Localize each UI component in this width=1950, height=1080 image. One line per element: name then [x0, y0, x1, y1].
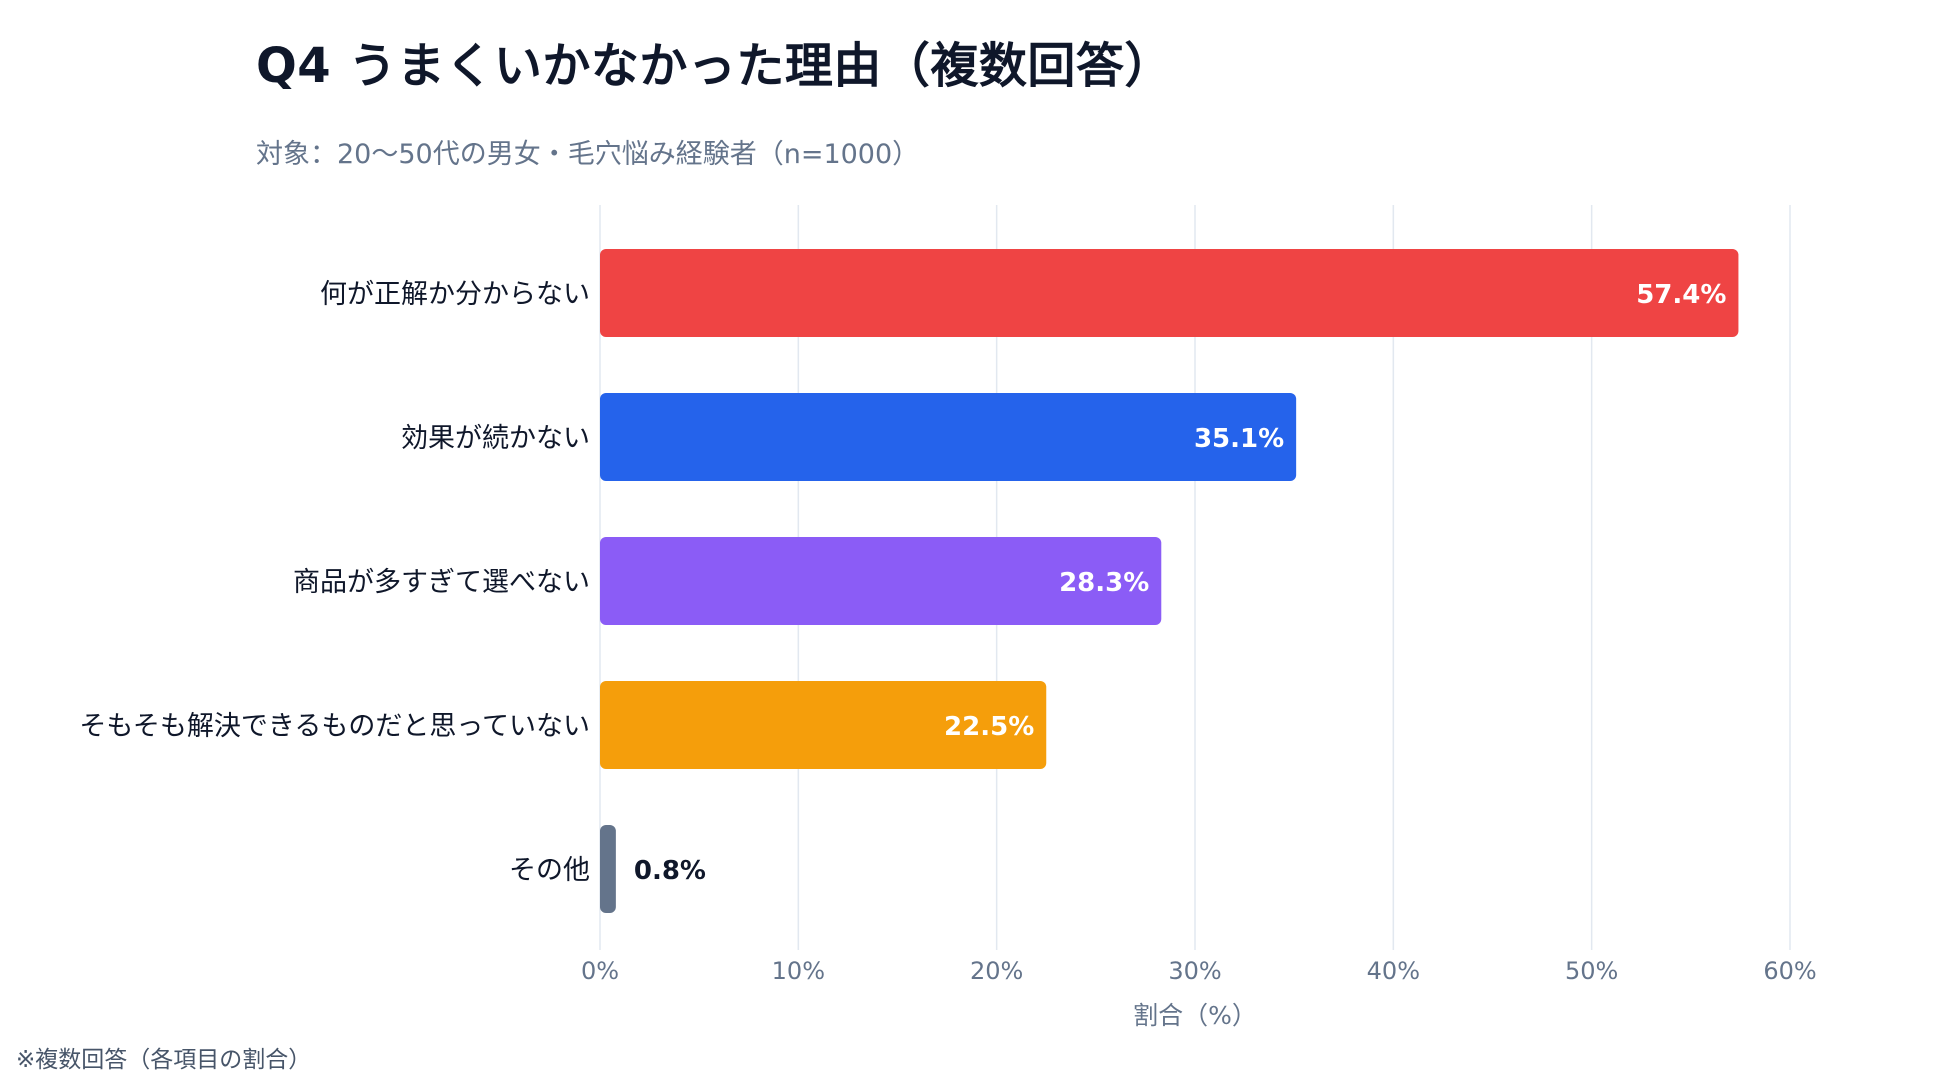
x-tick-label-60: 60% [1763, 957, 1816, 985]
chart-subtitle: 対象：20〜50代の男女・毛穴悩み経験者（n=1000） [256, 139, 920, 170]
bar-3 [600, 681, 1047, 769]
bar-2 [600, 537, 1162, 625]
category-label-0: 何が正解か分からない [320, 279, 590, 310]
value-label-4: 0.8% [634, 856, 706, 886]
category-label-1: 効果が続かない [401, 423, 590, 454]
x-tick-label-30: 30% [1168, 957, 1221, 985]
bar-0 [600, 249, 1739, 337]
value-label-0: 57.4% [1636, 280, 1726, 310]
category-label-3: そもそも解決できるものだと思っていない [79, 711, 590, 742]
bar-4 [600, 825, 616, 913]
value-label-2: 28.3% [1059, 568, 1149, 598]
value-label-1: 35.1% [1194, 424, 1284, 454]
x-tick-label-0: 0% [581, 957, 619, 985]
bar-1 [600, 393, 1297, 481]
x-axis-title: 割合（%） [1133, 1001, 1257, 1030]
category-label-4: その他 [509, 855, 590, 886]
category-label-2: 商品が多すぎて選べない [293, 567, 590, 598]
x-tick-label-50: 50% [1565, 957, 1618, 985]
chart-title: Q4 うまくいかなかった理由（複数回答） [256, 38, 1173, 94]
value-label-3: 22.5% [944, 712, 1034, 742]
footnote: ※複数回答（各項目の割合） [16, 1047, 312, 1073]
x-tick-label-20: 20% [970, 957, 1023, 985]
x-tick-label-40: 40% [1367, 957, 1420, 985]
x-tick-label-10: 10% [772, 957, 825, 985]
